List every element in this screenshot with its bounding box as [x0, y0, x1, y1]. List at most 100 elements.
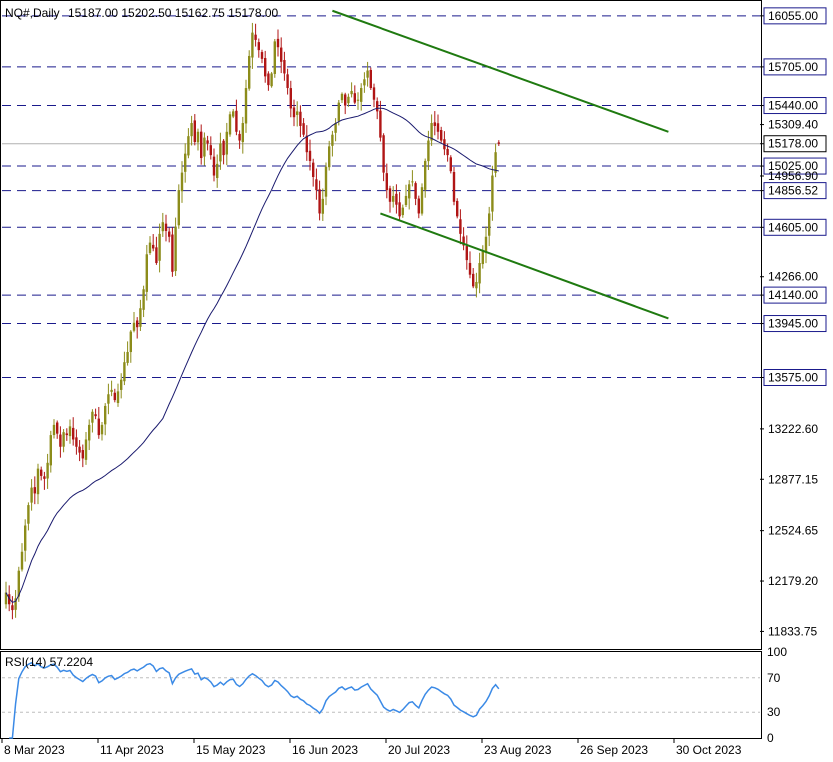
candle-body — [433, 122, 436, 126]
candle-body — [126, 351, 129, 363]
level-price-box — [763, 315, 827, 333]
candle-body — [238, 133, 241, 141]
candle-body — [308, 150, 312, 161]
rsi-scale-label: 0 — [767, 731, 774, 745]
candle-body — [318, 189, 321, 214]
candle-body — [59, 434, 62, 447]
time-tick-label: 15 May 2023 — [196, 743, 266, 757]
candle-body — [312, 162, 315, 177]
header-ohlc: 15187.00 15202.50 15162.75 15178.00 — [68, 6, 279, 20]
candle-body — [398, 202, 401, 217]
price-tick-label: 15178.00 — [768, 137, 818, 151]
candle-body — [225, 131, 228, 155]
candle-body — [484, 236, 488, 253]
channel-line-lower[interactable] — [380, 212, 669, 320]
candle-body — [302, 123, 305, 135]
candle-body — [366, 70, 369, 78]
time-axis: 8 Mar 2023 11 Apr 2023 15 May 2023 16 Jun 2… — [1, 738, 742, 757]
candle-body — [395, 193, 398, 205]
price-tick-label: 14605.00 — [768, 220, 818, 234]
candle-body — [276, 38, 280, 48]
candle-body — [472, 273, 475, 287]
candle-body — [299, 111, 302, 126]
candle-body — [180, 172, 184, 192]
candle-body — [273, 41, 276, 74]
candle-body — [196, 131, 200, 143]
candle-body — [184, 153, 187, 172]
candle-body — [27, 505, 30, 524]
candle-body — [488, 213, 491, 236]
candle-body — [190, 123, 193, 137]
header-symbol: NQ#,Daily — [5, 6, 60, 20]
price-tick-label: 14956.90 — [768, 169, 818, 183]
candle-body — [353, 93, 356, 103]
candle-body — [116, 391, 120, 404]
main-panel-frame — [0, 0, 762, 650]
candle-body — [289, 88, 292, 109]
candle-body — [110, 389, 113, 392]
moving-average — [5, 107, 499, 603]
candle-body — [120, 379, 123, 390]
price-tick-label: 12877.15 — [768, 472, 818, 486]
candle-body — [468, 262, 472, 275]
candle-body — [478, 263, 481, 284]
candle-body — [321, 198, 324, 214]
candle-body — [193, 120, 196, 142]
candle-body — [43, 476, 46, 479]
candle-body — [123, 362, 126, 382]
candle-body — [244, 88, 248, 124]
price-tick-label: 14140.00 — [768, 288, 818, 302]
candle-body — [420, 187, 424, 214]
level-price-box — [763, 182, 827, 200]
candle-body — [337, 102, 340, 121]
candle-body — [356, 99, 360, 101]
candle-body — [465, 246, 468, 261]
candle-body — [222, 140, 225, 156]
candle-body — [212, 156, 216, 176]
candle-body — [65, 433, 68, 436]
candle-body — [260, 52, 264, 59]
price-tick-label: 15440.00 — [768, 99, 818, 113]
candle-body — [209, 145, 212, 156]
candles — [4, 22, 500, 620]
candle-body — [430, 123, 433, 141]
candle-body — [20, 551, 24, 570]
candle-body — [62, 432, 65, 447]
candle-body — [331, 134, 334, 146]
candle-body — [232, 111, 235, 117]
time-tick-label: 8 Mar 2023 — [4, 743, 65, 757]
candle-body — [91, 411, 94, 423]
candle-body — [408, 184, 411, 199]
candle-body — [440, 130, 443, 141]
candle-body — [404, 195, 408, 205]
candle-body — [267, 73, 270, 86]
candle-body — [456, 200, 459, 217]
candle-body — [94, 414, 97, 417]
level-price-box — [763, 286, 827, 304]
candle-body — [254, 34, 257, 40]
candle-body — [104, 405, 107, 425]
price-tick-label: 12524.65 — [768, 524, 818, 538]
candle-body — [84, 439, 88, 460]
channel-line-upper[interactable] — [332, 9, 669, 133]
candle-body — [14, 598, 17, 610]
candle-body — [376, 101, 379, 112]
level-price-box — [763, 157, 827, 175]
level-price-box — [763, 97, 827, 115]
candle-body — [129, 331, 132, 353]
candle-body — [155, 247, 158, 264]
candle-body — [392, 195, 395, 202]
price-axis: 16055.00 15705.00 15440.00 15309.40 15178.00… — [760, 7, 827, 638]
candle-body — [171, 234, 174, 272]
candle-body — [417, 198, 420, 214]
rsi-scale-label: 100 — [767, 645, 787, 659]
candle-body — [174, 226, 177, 272]
candle-body — [235, 110, 238, 132]
candle-body — [315, 179, 318, 191]
candle-body — [257, 42, 260, 51]
time-tick-label: 26 Sep 2023 — [580, 743, 648, 757]
candle-body — [344, 94, 347, 106]
time-tick-label: 11 Apr 2023 — [100, 743, 164, 757]
candle-body — [56, 422, 59, 434]
